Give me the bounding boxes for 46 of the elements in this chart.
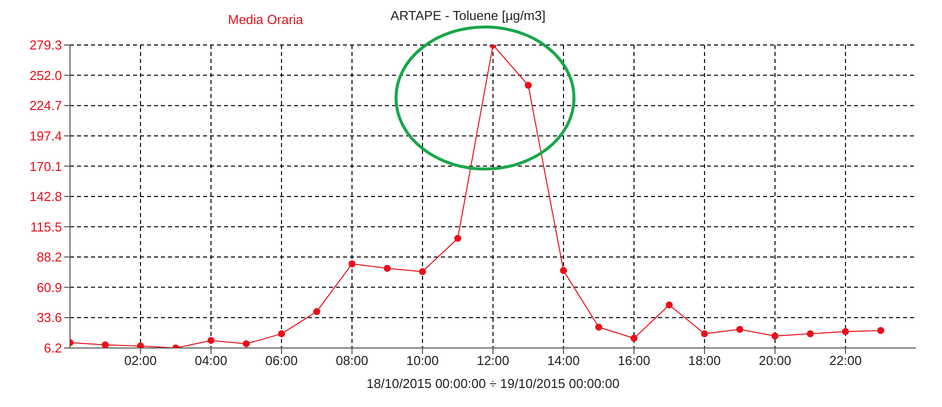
point bbox=[313, 308, 320, 316]
x-axis-title: 18/10/2015 00:00:00 ÷ 19/10/2015 00:00:00 bbox=[366, 376, 620, 391]
point bbox=[242, 340, 250, 348]
x-tick-label: 22:00 bbox=[829, 353, 862, 368]
x-tick-label: 16:00 bbox=[618, 353, 650, 368]
x-tick-label: 12:00 bbox=[476, 353, 510, 368]
y-tick-label: 60.9 bbox=[36, 280, 62, 295]
y-tick-label: 197.4 bbox=[29, 128, 62, 144]
point bbox=[877, 326, 884, 334]
point bbox=[806, 330, 814, 338]
point bbox=[595, 324, 602, 331]
x-tick-label: 18:00 bbox=[688, 353, 721, 368]
point bbox=[842, 328, 849, 336]
chart-title: ARTAPE - Toluene [µg/m3] bbox=[390, 8, 546, 23]
point bbox=[666, 301, 673, 308]
x-tick-label: 14:00 bbox=[547, 353, 580, 368]
point bbox=[736, 326, 744, 333]
point bbox=[102, 341, 109, 348]
point bbox=[630, 334, 638, 342]
point bbox=[137, 342, 144, 348]
point bbox=[348, 260, 356, 268]
x-tick-label: 08:00 bbox=[336, 353, 368, 368]
point bbox=[384, 264, 391, 272]
x-tick-label: 06:00 bbox=[265, 353, 298, 368]
y-tick-label: 279.3 bbox=[29, 38, 62, 53]
y-tick-label: 170.1 bbox=[29, 158, 62, 174]
point bbox=[524, 82, 532, 89]
y-tick-label: 252.0 bbox=[29, 68, 62, 83]
point bbox=[419, 268, 426, 276]
y-tick-label: 224.7 bbox=[29, 98, 62, 114]
x-tick-label: 04:00 bbox=[194, 353, 228, 368]
x-tick-label: 10:00 bbox=[406, 353, 439, 368]
x-tick-label: 02:00 bbox=[124, 353, 157, 368]
point bbox=[560, 267, 567, 274]
point bbox=[278, 330, 285, 338]
x-tick-label: 20:00 bbox=[758, 353, 792, 368]
point bbox=[772, 332, 778, 340]
point bbox=[701, 330, 708, 338]
y-tick-label: 6.2 bbox=[44, 340, 62, 356]
y-tick-label: 115.5 bbox=[30, 219, 62, 234]
y-tick-label: 142.8 bbox=[29, 189, 62, 204]
y-tick-label: 33.6 bbox=[36, 310, 62, 326]
point bbox=[454, 234, 462, 242]
text: Media Oraria bbox=[228, 12, 304, 27]
y-tick-label: 88.2 bbox=[36, 250, 62, 265]
point bbox=[208, 336, 214, 344]
